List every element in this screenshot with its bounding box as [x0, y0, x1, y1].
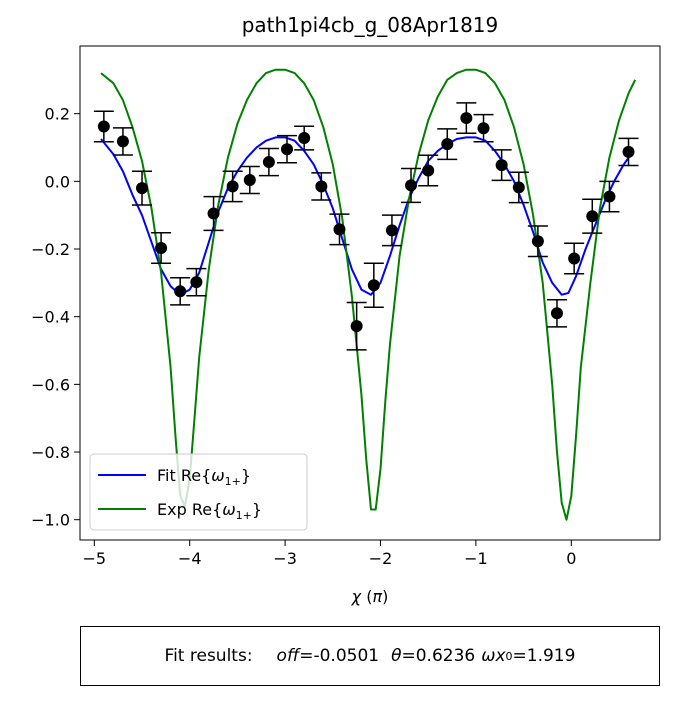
plot-frame — [79, 45, 661, 541]
omega-value: =1.919 — [512, 646, 576, 666]
series-line — [100, 136, 635, 296]
data-point — [350, 320, 363, 333]
x-tick-label: −3 — [273, 549, 297, 568]
data-point — [405, 179, 418, 192]
data-point — [174, 285, 187, 298]
data-point — [367, 279, 380, 292]
legend-label: Fit Re{ω1+} — [157, 466, 251, 488]
data-point — [136, 182, 149, 195]
fit-results-prefix: Fit results: — [164, 646, 253, 666]
data-point — [586, 210, 599, 223]
y-tick-label: −0.6 — [31, 375, 70, 394]
y-tick-label: −1.0 — [31, 511, 70, 530]
data-point — [460, 112, 473, 125]
x-tick-label: −2 — [369, 549, 393, 568]
off-label: off — [276, 646, 300, 666]
legend-box — [89, 453, 308, 531]
data-point — [568, 252, 581, 265]
data-point — [97, 120, 110, 133]
omega-subscript: 0 — [505, 649, 513, 663]
y-tick-label: 0.2 — [45, 105, 70, 124]
plot-area — [93, 68, 639, 521]
data-point — [298, 132, 311, 145]
data-point — [207, 207, 220, 220]
y-tick-label: 0.0 — [45, 172, 70, 191]
chart-svg: path1pi4cb_g_08Apr1819 −5 −4 −3 −2 −1 0 0.2 0.0 −… — [31, 13, 661, 606]
data-point — [550, 307, 563, 320]
legend-label: Exp Re{ω1+} — [157, 500, 262, 522]
x-tick-label: −1 — [464, 549, 488, 568]
data-point — [622, 145, 635, 158]
data-point — [155, 241, 168, 254]
data-point — [116, 135, 129, 148]
chart-title: path1pi4cb_g_08Apr1819 — [242, 13, 499, 37]
theta-value: =0.6236 — [401, 646, 476, 666]
data-point — [531, 235, 544, 248]
data-point — [315, 180, 328, 193]
data-point — [477, 122, 490, 135]
data-point — [603, 190, 616, 203]
y-tick-label: −0.8 — [31, 443, 70, 462]
data-point — [226, 180, 239, 193]
x-tick-label: −5 — [83, 549, 107, 568]
x-axis-label: χ (π) — [351, 587, 389, 606]
y-tick-label: −0.2 — [31, 240, 70, 259]
data-point — [333, 223, 346, 236]
theta-label: θ — [391, 646, 402, 666]
data-point — [495, 159, 508, 172]
legend: Fit Re{ω1+} Exp Re{ω1+} — [89, 453, 308, 531]
data-point — [385, 224, 398, 237]
data-point — [281, 143, 294, 156]
data-point — [190, 276, 203, 289]
data-point — [262, 156, 275, 169]
omega-label: ωx — [481, 646, 506, 666]
x-tick-label: −4 — [178, 549, 202, 568]
fit-results-box: Fit results: off =-0.0501 θ =0.6236 ωx 0 … — [80, 626, 660, 686]
data-point — [243, 173, 256, 186]
data-point — [422, 164, 435, 177]
y-tick-label: −0.4 — [31, 308, 70, 327]
data-point — [441, 138, 454, 151]
x-tick-label: 0 — [566, 549, 576, 568]
off-value: =-0.0501 — [299, 646, 380, 666]
data-point — [512, 181, 525, 194]
